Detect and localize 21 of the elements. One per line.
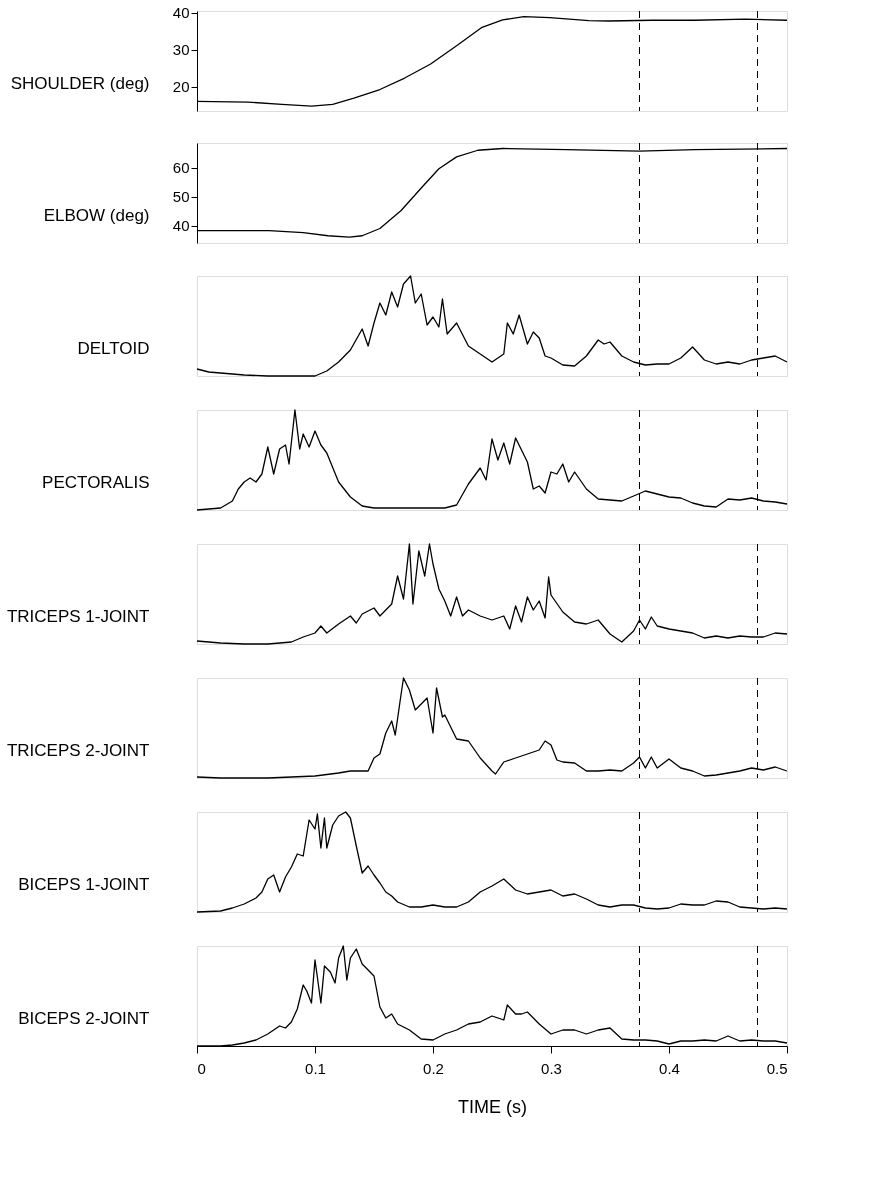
y-tick-label: 60 [172,159,190,177]
y-tick-label: 50 [172,188,190,206]
y-axis-title: BICEPS 1-JOINT [18,874,150,894]
y-axis-title: ELBOW (deg) [43,205,150,225]
x-tick-label: 0.2 [423,1059,444,1077]
x-tick-label: 0.5 [766,1059,788,1077]
x-tick-label: 0.4 [659,1059,680,1077]
y-tick-label: 40 [172,217,190,235]
y-axis-title: SHOULDER (deg) [10,73,150,93]
y-tick-label: 40 [172,4,190,22]
x-tick-label: 0.1 [305,1059,326,1077]
x-tick-label: 0 [197,1059,206,1077]
y-axis-title: PECTORALIS [42,472,150,492]
x-axis-title: TIME (s) [458,1096,527,1117]
y-axis-title: DELTOID [77,338,150,358]
y-tick-label: 30 [172,41,190,59]
y-axis-title: TRICEPS 1-JOINT [6,606,150,626]
x-tick-label: 0.3 [541,1059,562,1077]
y-axis-title: BICEPS 2-JOINT [18,1008,150,1028]
y-axis-title: TRICEPS 2-JOINT [6,740,150,760]
y-tick-label: 20 [172,78,190,96]
